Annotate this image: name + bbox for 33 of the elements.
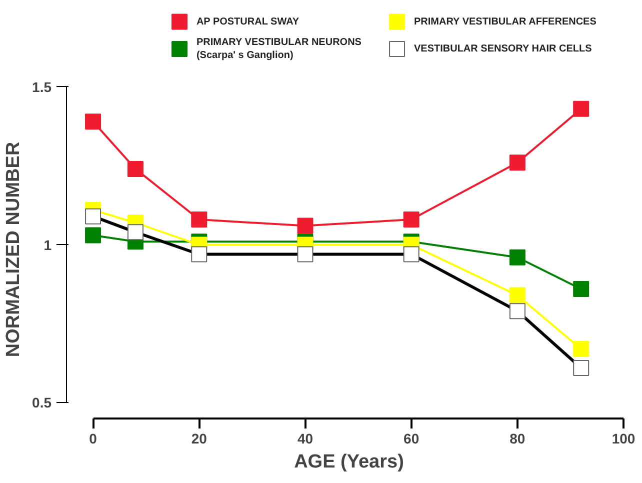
x-tick-label: 60 bbox=[404, 430, 420, 446]
x-axis-title: AGE (Years) bbox=[294, 452, 404, 472]
legend-label: VESTIBULAR SENSORY HAIR CELLS bbox=[414, 44, 592, 55]
point bbox=[127, 224, 144, 240]
point bbox=[85, 208, 102, 224]
point bbox=[403, 246, 420, 262]
point bbox=[191, 211, 208, 228]
y-tick-label: 0.5 bbox=[32, 394, 52, 411]
point bbox=[573, 280, 590, 297]
point bbox=[85, 227, 102, 244]
y-tick-label: 1 bbox=[44, 236, 52, 253]
point bbox=[191, 246, 208, 262]
point bbox=[297, 246, 314, 262]
point bbox=[573, 341, 590, 358]
legend-label: AP POSTURAL SWAY bbox=[196, 16, 300, 28]
point bbox=[127, 160, 144, 177]
point bbox=[403, 211, 420, 228]
y-axis-title: NORMALIZED NUMBER bbox=[3, 142, 24, 358]
point bbox=[85, 114, 102, 130]
x-tick-label: 40 bbox=[297, 430, 314, 446]
y-tick-label: 1.5 bbox=[32, 78, 52, 95]
point bbox=[573, 100, 590, 117]
x-tick-label: 0 bbox=[89, 430, 98, 446]
point bbox=[297, 218, 314, 234]
point bbox=[509, 303, 526, 320]
point bbox=[509, 154, 526, 171]
point bbox=[509, 287, 526, 304]
x-tick-label: 20 bbox=[191, 430, 208, 446]
x-tick-label: 100 bbox=[612, 430, 636, 446]
legend-label: PRIMARY VESTIBULAR NEURONS (Scarpa' s Ganglion) bbox=[196, 36, 362, 62]
point bbox=[509, 249, 526, 266]
legend-label: PRIMARY VESTIBULAR AFFERENCES bbox=[414, 16, 597, 28]
x-tick-label: 80 bbox=[510, 430, 526, 446]
